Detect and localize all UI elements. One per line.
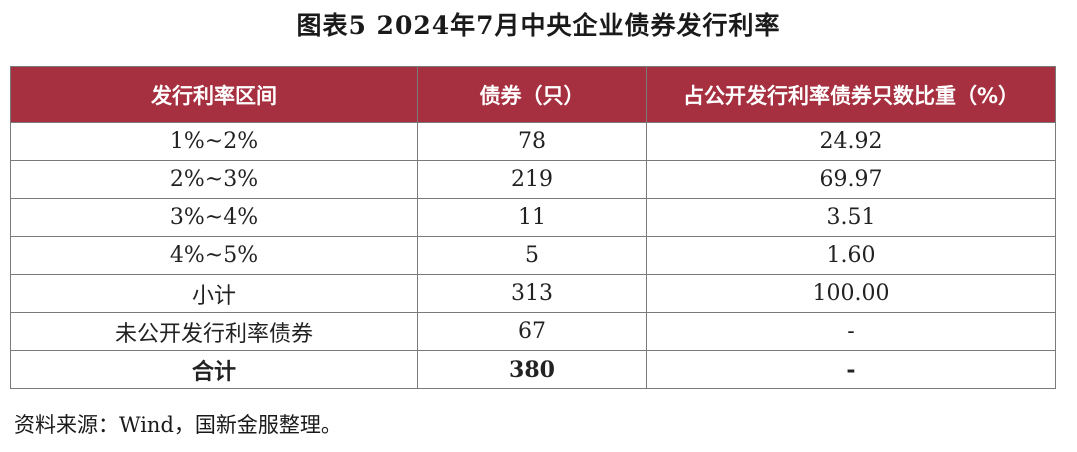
cell-rate-range: 1%~2% [10,122,418,161]
table-row: 2%~3% 219 69.97 [10,160,1056,199]
table-row: 3%~4% 11 3.51 [10,198,1056,237]
cell-bond-count: 219 [417,160,647,199]
table-row: 未公开发行利率债券 67 - [10,312,1056,351]
cell-undisclosed-label: 未公开发行利率债券 [10,312,418,351]
table-header-row: 发行利率区间 债券（只） 占公开发行利率债券只数比重（%） [10,66,1056,123]
cell-share-percent: 1.60 [646,236,1056,275]
cell-total-share: - [646,350,1056,389]
header-bond-count: 债券（只） [417,66,647,123]
cell-share-percent: - [646,312,1056,351]
cell-rate-range: 4%~5% [10,236,418,275]
cell-total-count: 380 [417,350,647,389]
cell-rate-range: 2%~3% [10,160,418,199]
cell-subtotal-label: 小计 [10,274,418,313]
cell-bond-count: 5 [417,236,647,275]
table-row: 4%~5% 5 1.60 [10,236,1056,275]
header-share-percent: 占公开发行利率债券只数比重（%） [646,66,1056,123]
cell-rate-range: 3%~4% [10,198,418,237]
cell-share-percent: 3.51 [646,198,1056,237]
cell-bond-count: 78 [417,122,647,161]
source-note: 资料来源：Wind，国新金服整理。 [14,413,342,437]
cell-bond-count: 67 [417,312,647,351]
header-rate-range: 发行利率区间 [10,66,418,123]
cell-share-percent: 24.92 [646,122,1056,161]
cell-share-percent: 100.00 [646,274,1056,313]
cell-bond-count: 11 [417,198,647,237]
table-title: 图表5 2024年7月中央企业债券发行利率 [296,11,781,40]
cell-bond-count: 313 [417,274,647,313]
table-row: 1%~2% 78 24.92 [10,122,1056,161]
cell-total-label: 合计 [10,350,418,389]
cell-share-percent: 69.97 [646,160,1056,199]
total-row: 合计 380 - [10,350,1056,389]
bond-rate-table: 发行利率区间 债券（只） 占公开发行利率债券只数比重（%） 1%~2% 78 2… [10,66,1056,389]
subtotal-row: 小计 313 100.00 [10,274,1056,313]
